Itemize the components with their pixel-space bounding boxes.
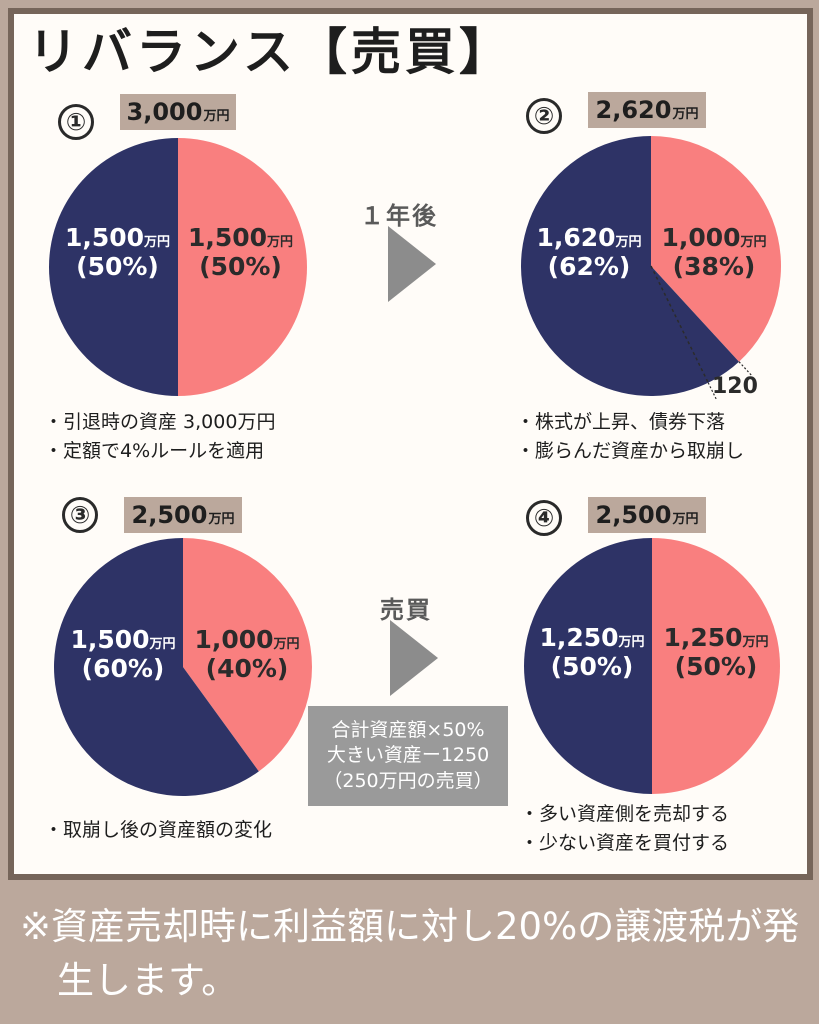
- calc-line: 合計資産額×50%: [331, 718, 485, 741]
- panel-1-pie: [49, 138, 307, 396]
- panel-1-total-unit: 万円: [203, 109, 230, 124]
- panel-2-left-percent: (62%): [547, 251, 631, 281]
- panel-1-left-value: 1,500: [64, 223, 145, 252]
- panel-2-left-value: 1,620: [536, 223, 616, 252]
- calculation-box: 合計資産額×50% 大きい資産ー1250 （250万円の売買）: [308, 706, 508, 806]
- panel-4-left-value: 1,250: [539, 623, 619, 652]
- panel-4-total-unit: 万円: [672, 512, 699, 527]
- panel-3-left-value: 1,500: [70, 625, 150, 654]
- panel-2-withdrawal-label: 120: [712, 374, 758, 399]
- panel-4-right-value: 1,250: [663, 623, 743, 652]
- panel-4-pie: [524, 538, 780, 794]
- pie-slice-left: [53, 538, 259, 796]
- panel-2-number: ②: [526, 98, 562, 134]
- panel-2-right-value: 1,000: [661, 223, 741, 252]
- panel-4-notes: 多い資産側を売却する 少ない資産を買付する: [520, 800, 729, 859]
- panel-1-left-label: 1,500万円 (50%): [60, 223, 175, 282]
- panel-1-right-label: 1,500万円 (50%): [183, 223, 298, 282]
- panel-2-total: 2,620: [595, 96, 672, 124]
- calc-line: （250万円の売買）: [323, 769, 493, 792]
- panel-3-note: 取崩し後の資産額の変化: [44, 816, 272, 845]
- pie-slice-left: [524, 538, 652, 794]
- panel-2-total-unit: 万円: [672, 107, 699, 122]
- panel-1-right-value: 1,500: [187, 223, 268, 252]
- calc-line: 大きい資産ー1250: [326, 744, 490, 767]
- arrow-1-right-icon: [388, 226, 436, 302]
- panel-2-right-label: 1,000万円 (38%): [655, 223, 773, 282]
- withdrawal-line: [650, 265, 709, 384]
- pie-slice-right: [652, 538, 780, 794]
- panel-4-total-badge: 2,500 万円: [588, 497, 706, 533]
- panel-3-number: ③: [62, 497, 98, 533]
- panel-3-total-badge: 2,500 万円: [124, 497, 242, 533]
- pie-slice-right: [183, 538, 312, 772]
- arrow-1-label: １年後: [360, 202, 438, 230]
- panel-3-right-percent: (40%): [205, 653, 289, 683]
- panel-2-left-label: 1,620万円 (62%): [530, 223, 648, 282]
- panel-2-note: 膨らんだ資産から取崩し: [516, 437, 744, 466]
- panel-2-left-unit: 万円: [615, 235, 642, 250]
- panel-3-total: 2,500: [131, 501, 208, 529]
- withdrawal-callout: [707, 361, 752, 400]
- panel-1-left-unit: 万円: [144, 235, 171, 250]
- panel-1-notes: 引退時の資産 3,000万円 定額で4%ルールを適用: [44, 408, 275, 467]
- page-title: リバランス【売買】: [28, 23, 513, 81]
- panel-2-note: 株式が上昇、債券下落: [516, 408, 744, 437]
- panel-3-right-label: 1,000万円 (40%): [188, 625, 306, 684]
- panel-3-right-value: 1,000: [194, 625, 274, 654]
- panel-4-note: 多い資産側を売却する: [520, 800, 729, 829]
- footer-note: ※資産売却時に利益額に対し20%の譲渡税が発生します。: [20, 905, 800, 1002]
- panel-3-left-unit: 万円: [149, 637, 176, 652]
- panel-4-right-label: 1,250万円 (50%): [658, 623, 774, 682]
- panel-4-number: ④: [526, 500, 562, 536]
- panel-1-left-percent: (50%): [76, 251, 159, 281]
- panel-3-left-percent: (60%): [81, 653, 165, 683]
- panel-2-notes: 株式が上昇、債券下落 膨らんだ資産から取崩し: [516, 408, 744, 467]
- panel-1-total: 3,000: [126, 98, 203, 126]
- arrow-2-label: 売買: [380, 596, 432, 624]
- panel-3-pie: [53, 538, 312, 796]
- pie-slice-right: [651, 136, 781, 362]
- panel-4-right-percent: (50%): [674, 651, 758, 681]
- arrow-2-right-icon: [390, 620, 438, 696]
- panel-4-left-label: 1,250万円 (50%): [534, 623, 650, 682]
- panel-3-right-unit: 万円: [273, 637, 300, 652]
- panel-1-number: ①: [58, 104, 94, 140]
- panel-1-right-unit: 万円: [267, 235, 294, 250]
- panel-1-right-percent: (50%): [199, 251, 282, 281]
- panel-3-total-unit: 万円: [208, 512, 235, 527]
- panel-2-right-percent: (38%): [672, 251, 756, 281]
- pie-slice-right: [178, 138, 307, 396]
- panel-1-total-badge: 3,000 万円: [120, 94, 236, 130]
- pie-slice-left: [520, 136, 739, 396]
- panel-4-left-percent: (50%): [550, 651, 634, 681]
- panel-3-left-label: 1,500万円 (60%): [64, 625, 182, 684]
- panel-2-total-badge: 2,620 万円: [588, 92, 706, 128]
- panel-4-total: 2,500: [595, 501, 672, 529]
- panel-1-note: 定額で4%ルールを適用: [44, 437, 275, 466]
- panel-1-note: 引退時の資産 3,000万円: [44, 408, 275, 437]
- panel-4-note: 少ない資産を買付する: [520, 829, 729, 858]
- panel-4-left-unit: 万円: [618, 635, 645, 650]
- panel-2-pie: [520, 136, 781, 400]
- panel-3-notes: 取崩し後の資産額の変化: [44, 816, 272, 845]
- panel-4-right-unit: 万円: [742, 635, 769, 650]
- panel-2-right-unit: 万円: [740, 235, 767, 250]
- pie-slice-left: [49, 138, 178, 396]
